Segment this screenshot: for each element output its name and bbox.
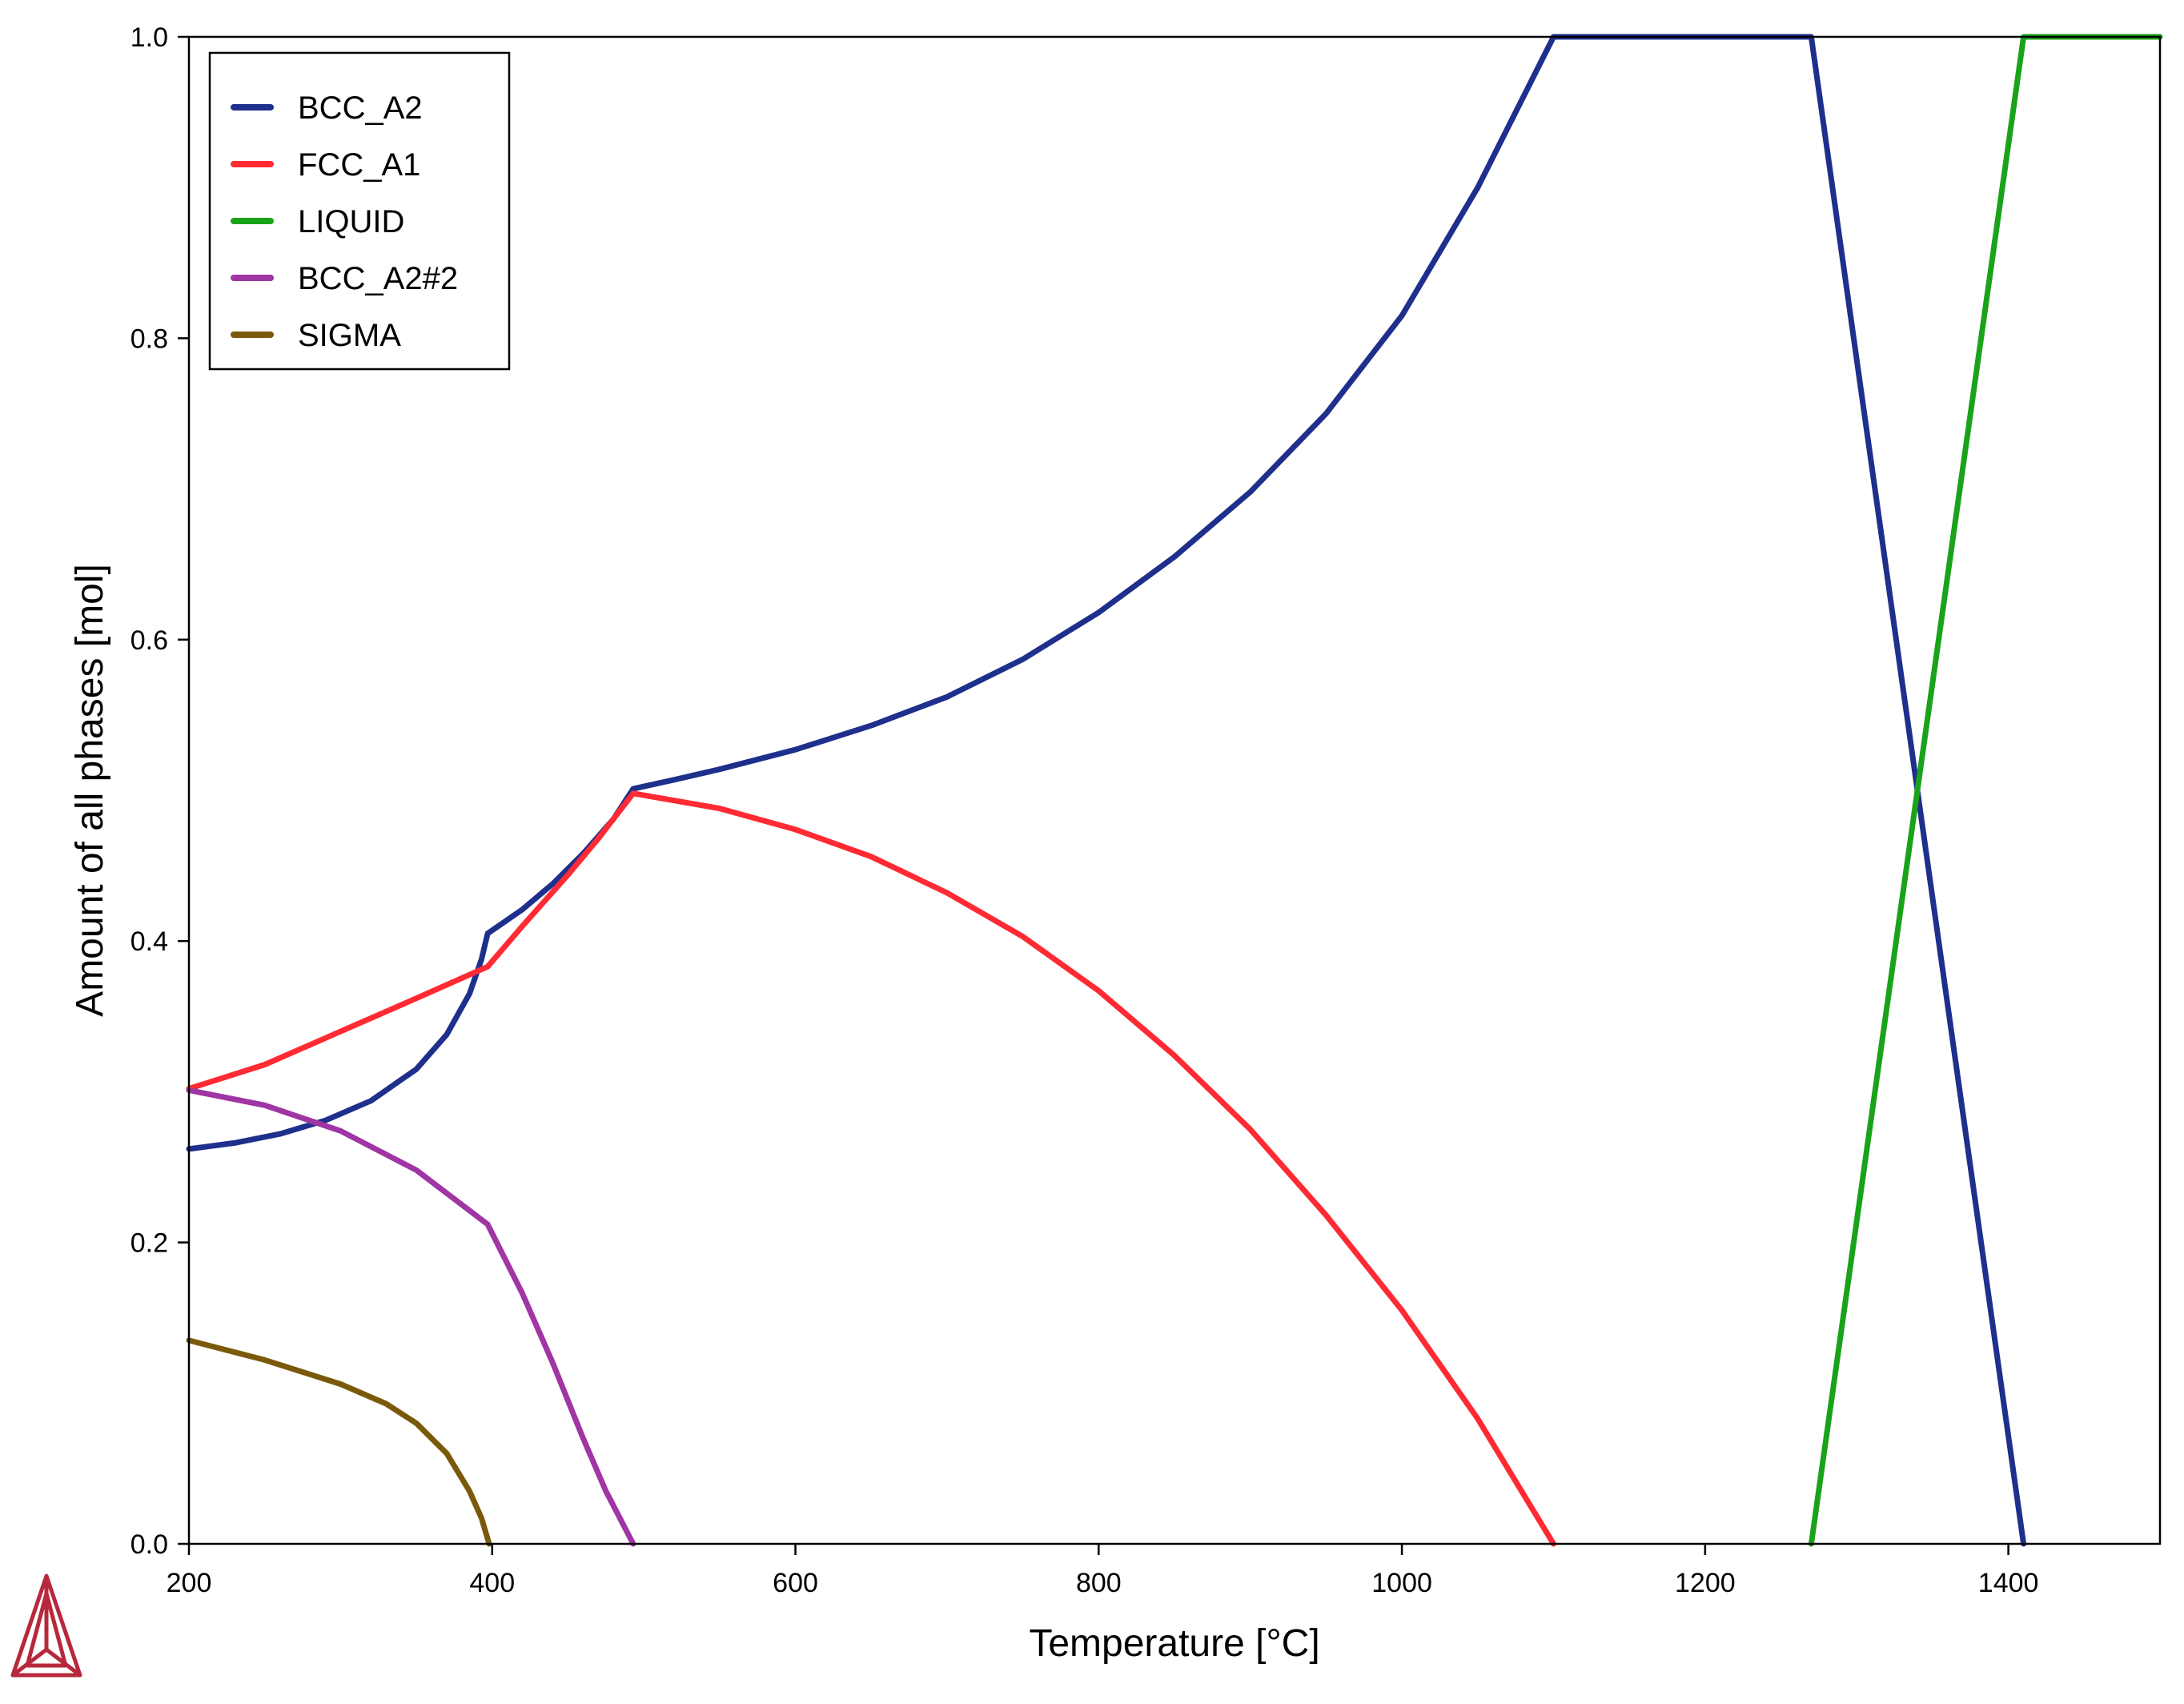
y-tick-label: 1.0	[130, 22, 168, 53]
series-line-bcc-a2	[186, 34, 2027, 1547]
plot-frame	[187, 35, 2162, 1545]
y-axis-title: Amount of all phases [mol]	[69, 564, 111, 1017]
y-tick-label: 0.8	[130, 324, 168, 354]
legend-label: LIQUID	[298, 204, 404, 239]
legend-label: FCC_A1	[298, 147, 420, 183]
y-tick-label: 0.0	[130, 1529, 168, 1560]
series-line-bcc-a2-2	[186, 1087, 636, 1547]
series-line-liquid	[1808, 34, 2163, 1547]
x-tick-label: 800	[1076, 1568, 1122, 1598]
x-tick-label: 200	[167, 1568, 212, 1598]
legend-label: SIGMA	[298, 318, 401, 353]
x-axis-title: Temperature [°C]	[1029, 1622, 1319, 1665]
legend-label: BCC_A2	[298, 90, 423, 126]
software-logo-icon	[10, 1573, 82, 1678]
x-tick-label: 1000	[1371, 1568, 1432, 1598]
x-tick-label: 1200	[1675, 1568, 1736, 1598]
y-tick-label: 0.4	[130, 926, 168, 957]
x-tick-label: 1400	[1978, 1568, 2039, 1598]
y-tick-label: 0.2	[130, 1228, 168, 1259]
series-line-sigma	[186, 1337, 492, 1547]
y-tick-label: 0.6	[130, 625, 168, 656]
series-line-fcc-a1	[186, 790, 1556, 1547]
x-tick-label: 400	[469, 1568, 515, 1598]
chart-marks: 200 400 600 800 1000 1200 1400 0.0 0.2 0.4 0.6 0.8 1…	[69, 22, 2163, 1665]
legend-label: BCC_A2#2	[298, 261, 458, 296]
x-tick-label: 600	[773, 1568, 818, 1598]
